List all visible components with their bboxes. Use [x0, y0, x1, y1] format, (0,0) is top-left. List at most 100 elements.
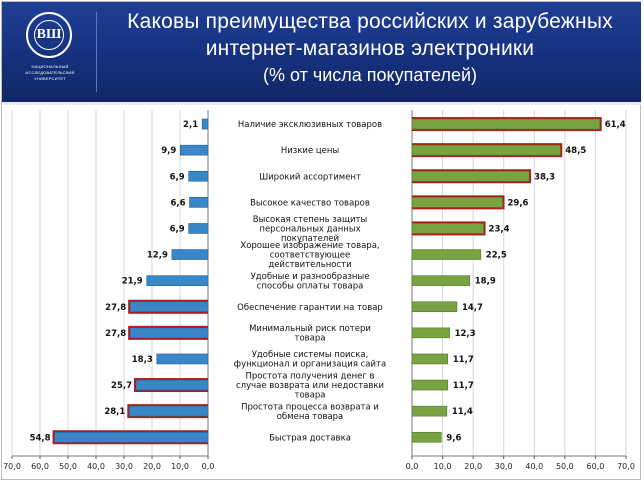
right-bar [411, 327, 450, 339]
right-bar [411, 431, 442, 443]
category-label: персональных данных [259, 224, 360, 234]
right-bar [411, 118, 601, 130]
title-subtitle: (% от числа покупателей) [262, 65, 478, 85]
left-data-label: 12,9 [147, 251, 168, 261]
right-tick-label: 60,0 [587, 462, 605, 471]
left-bar [129, 327, 209, 339]
logo-emblem: ВШ [26, 12, 72, 58]
right-bar [411, 275, 471, 286]
right-tick-label: 10,0 [434, 462, 452, 471]
category-label: Простота получения денег в [245, 372, 374, 382]
university-logo: ВШ НАЦИОНАЛЬНЫЙ ИССЛЕДОВАТЕЛЬСКИЙ УНИВЕР… [10, 8, 90, 96]
title-line-1: Каковы преимущества российских и зарубеж… [127, 10, 613, 33]
right-bar [411, 197, 503, 208]
left-tick-label: 70,0 [3, 462, 21, 471]
right-tick-label: 30,0 [495, 462, 513, 471]
left-bar [129, 301, 209, 313]
right-data-label: 11,4 [452, 407, 473, 417]
right-tick-label: 50,0 [556, 462, 574, 471]
right-data-label: 29,6 [507, 198, 528, 208]
right-tick-label: 40,0 [525, 462, 543, 471]
category-label: Высокая степень защиты [253, 215, 367, 225]
logo-caption: НАЦИОНАЛЬНЫЙ ИССЛЕДОВАТЕЛЬСКИЙ УНИВЕРСИТ… [25, 64, 75, 81]
left-bar [129, 405, 209, 417]
category-label: Хорошее изображение товара, [240, 241, 379, 251]
right-bar [411, 249, 482, 260]
category-label: Низкие цены [281, 146, 339, 156]
left-data-label: 6,9 [170, 172, 185, 182]
left-bar [146, 275, 209, 286]
logo-letters: ВШ [34, 20, 64, 50]
category-label: товара [295, 391, 326, 401]
left-data-label: 25,7 [111, 381, 132, 391]
category-label: Высокое качество товаров [250, 198, 370, 208]
right-bar [411, 405, 448, 417]
left-tick-label: 30,0 [115, 462, 133, 471]
right-data-label: 22,5 [486, 251, 507, 261]
left-bar [135, 379, 209, 391]
right-tick-label: 20,0 [464, 462, 482, 471]
left-data-label: 6,9 [170, 224, 185, 234]
logo-divider [96, 12, 97, 92]
header-rule [2, 102, 641, 105]
left-bar [54, 431, 209, 443]
left-tick-label: 40,0 [87, 462, 105, 471]
left-data-label: 6,6 [170, 198, 185, 208]
category-label: обмена товара [277, 412, 344, 422]
left-tick-label: 10,0 [171, 462, 189, 471]
left-data-label: 2,1 [183, 120, 198, 130]
right-data-label: 38,3 [534, 172, 555, 182]
slide-title: Каковы преимущества российских и зарубеж… [102, 8, 638, 88]
right-bar [411, 379, 449, 391]
slide-header: ВШ НАЦИОНАЛЬНЫЙ ИССЛЕДОВАТЕЛЬСКИЙ УНИВЕР… [2, 2, 641, 102]
left-data-label: 27,8 [105, 303, 126, 313]
right-data-label: 14,7 [462, 303, 483, 313]
right-data-label: 23,4 [489, 224, 510, 234]
left-bar [171, 249, 209, 260]
category-label: покупателей [281, 234, 339, 244]
right-data-label: 11,7 [453, 355, 474, 365]
left-tick-label: 60,0 [31, 462, 49, 471]
left-bar [189, 197, 209, 208]
category-label: товара [295, 334, 326, 344]
left-data-label: 9,9 [161, 146, 176, 156]
right-bar [411, 353, 449, 365]
right-bar [411, 144, 561, 156]
category-label: способы оплаты товара [257, 281, 364, 291]
category-label: соответствующее [270, 251, 351, 261]
left-bar [188, 223, 209, 234]
left-bar [156, 353, 209, 365]
category-label: случае возврата или недоставки [236, 381, 384, 391]
left-tick-label: 20,0 [143, 462, 161, 471]
category-label: Быстрая доставка [269, 433, 351, 443]
right-data-label: 12,3 [455, 329, 476, 339]
right-data-label: 18,9 [475, 277, 496, 287]
right-data-label: 61,4 [605, 120, 626, 130]
category-label: функционал и организация сайта [234, 360, 386, 370]
left-data-label: 21,9 [122, 277, 143, 287]
right-bar [411, 170, 530, 182]
right-bar [411, 301, 458, 313]
left-data-label: 54,8 [30, 433, 51, 443]
right-data-label: 11,7 [453, 381, 474, 391]
category-label: Удобные и разнообразные [251, 272, 370, 282]
left-bar [201, 118, 209, 130]
category-label: Широкий ассортимент [259, 172, 361, 182]
left-tick-label: 0,0 [202, 462, 215, 471]
right-tick-label: 70,0 [617, 462, 635, 471]
left-data-label: 28,1 [104, 407, 125, 417]
title-line-2: интернет-магазинов электроники [205, 37, 535, 60]
left-data-label: 18,3 [132, 355, 153, 365]
right-tick-label: 0,0 [406, 462, 419, 471]
left-tick-label: 50,0 [59, 462, 77, 471]
category-label: Обеспечение гарантии на товар [237, 303, 383, 313]
category-label: действительности [268, 260, 351, 270]
left-bar [179, 144, 209, 156]
left-bar [188, 170, 209, 182]
left-data-label: 27,8 [105, 329, 126, 339]
category-label: Минимальный риск потери [249, 324, 371, 334]
category-label: Удобные системы поиска, [252, 350, 369, 360]
right-data-label: 48,5 [565, 146, 586, 156]
category-label: Простота процесса возврата и [241, 402, 379, 412]
